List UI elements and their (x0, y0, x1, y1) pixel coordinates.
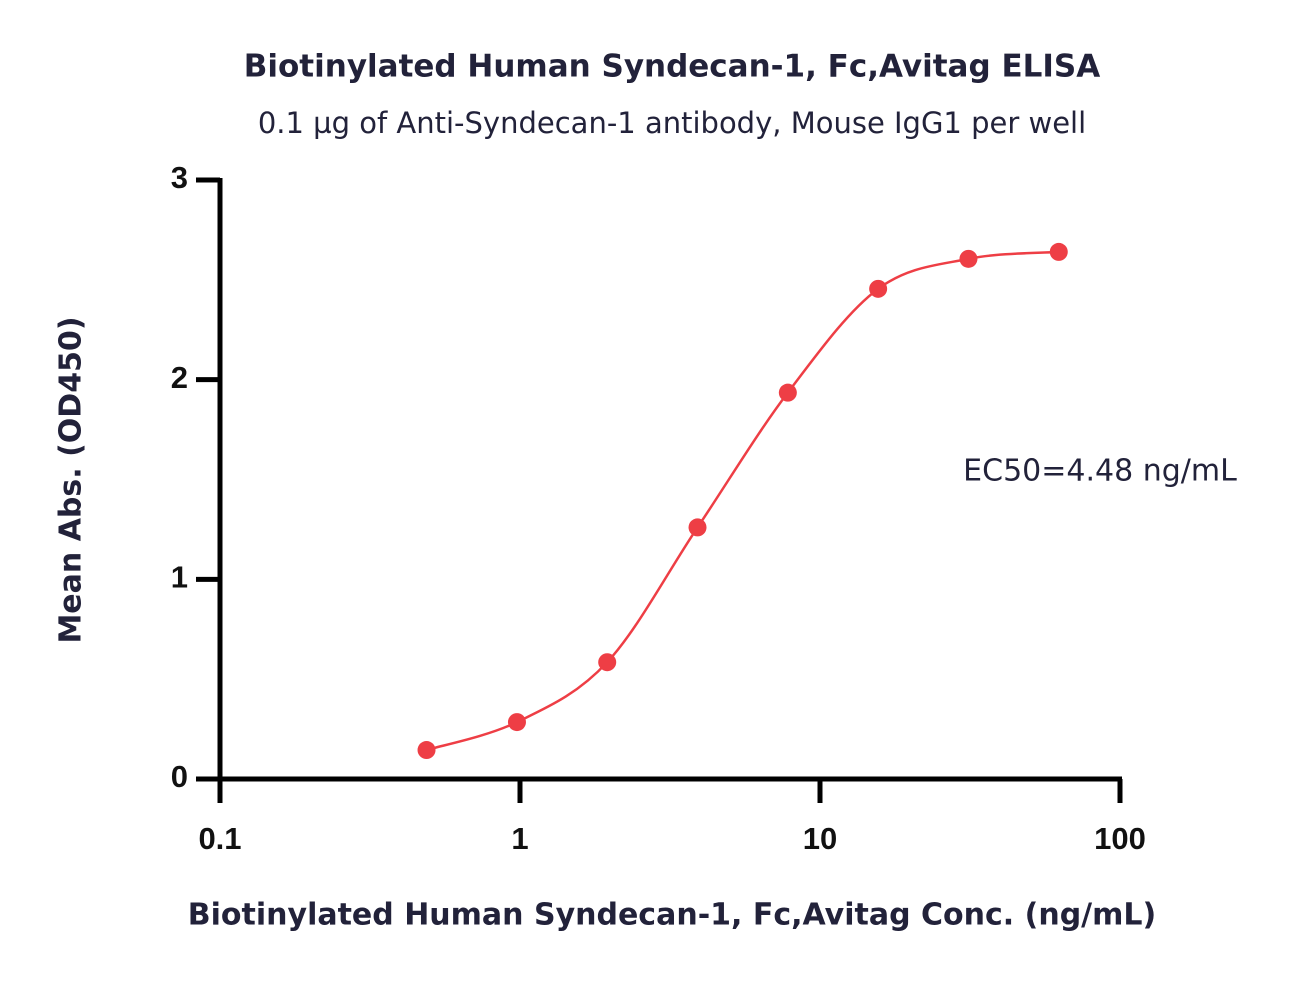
data-point (598, 653, 617, 672)
y-tick-label: 1 (171, 560, 188, 595)
y-axis-label: Mean Abs. (OD450) (54, 316, 89, 643)
data-point (688, 518, 707, 537)
data-point (778, 383, 797, 402)
x-axis-label: Biotinylated Human Syndecan-1, Fc,Avitag… (188, 898, 1156, 933)
y-tick-label: 3 (171, 160, 188, 195)
data-point (869, 279, 888, 298)
x-tick-label: 0.1 (198, 821, 241, 856)
x-tick-label: 100 (1094, 821, 1146, 856)
data-point (959, 249, 978, 268)
chart-title: Biotinylated Human Syndecan-1, Fc,Avitag… (244, 49, 1100, 85)
data-point (417, 741, 436, 760)
curve (426, 250, 1059, 752)
data-point (507, 713, 526, 732)
x-tick-label: 1 (511, 821, 528, 856)
chart-subtitle: 0.1 µg of Anti-Syndecan-1 antibody, Mous… (258, 106, 1086, 140)
data-point (1049, 242, 1068, 261)
y-tick-label: 0 (171, 759, 188, 794)
x-tick-label: 10 (803, 821, 837, 856)
y-tick-label: 2 (171, 360, 188, 395)
annotation: EC50=4.48 ng/mL (963, 454, 1237, 489)
